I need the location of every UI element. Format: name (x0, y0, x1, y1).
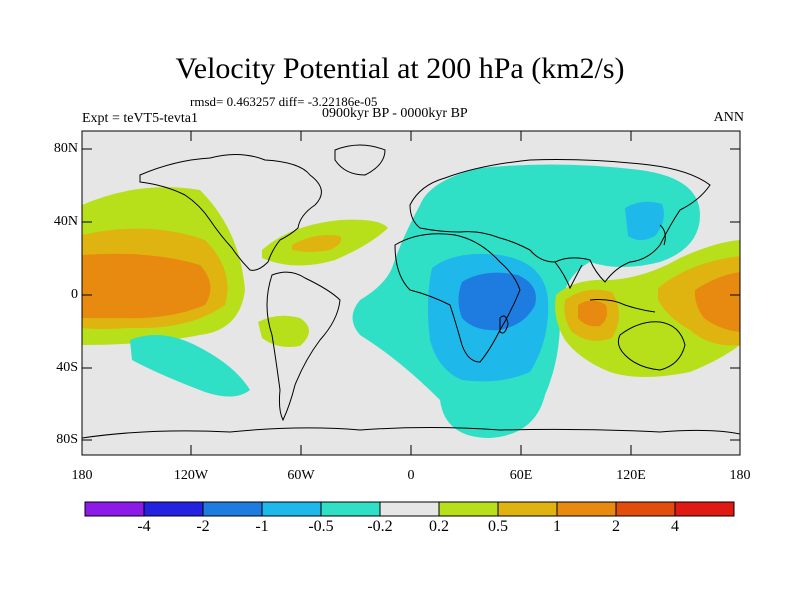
colorbar-swatch (379, 501, 440, 517)
colorbar (84, 501, 735, 517)
coastline-australia (617, 321, 686, 371)
coastline-africa (394, 233, 521, 363)
lon-label: 60E (509, 468, 533, 483)
colorbar-label: 2 (612, 518, 620, 535)
lon-label: 120E (616, 468, 646, 483)
lat-label: 40N (53, 214, 78, 229)
contour-neg-weak-spacific (130, 335, 250, 397)
colorbar-swatch (143, 501, 204, 517)
contour-fields (82, 144, 740, 439)
coastline-south-america (266, 271, 341, 422)
lon-label: 180 (71, 468, 93, 483)
coastline-india (554, 261, 583, 290)
coastlines (82, 144, 740, 439)
lon-label: 60W (287, 468, 315, 483)
colorbar-swatch (202, 501, 263, 517)
stats-line: rmsd= 0.463257 diff= -3.22186e-05 (190, 94, 378, 109)
period-label: 0900kyr BP - 0000kyr BP (322, 106, 468, 121)
colorbar-swatch (615, 501, 676, 517)
lat-label: 0 (71, 287, 78, 302)
colorbar-swatch (674, 501, 735, 517)
experiment-label: Expt = teVT5-tevta1 (82, 111, 198, 126)
lat-label: 80N (53, 141, 78, 156)
lon-label: 0 (407, 468, 415, 483)
lat-label: 80S (56, 432, 78, 447)
coastline-japan (659, 224, 666, 246)
colorbar-label: 4 (671, 518, 679, 535)
colorbar-swatch (261, 501, 322, 517)
colorbar-label: -4 (137, 518, 151, 535)
colorbar-label: -2 (196, 518, 210, 535)
coastline-greenland (334, 144, 386, 176)
lon-label: 180 (729, 468, 751, 483)
colorbar-swatch (320, 501, 381, 517)
colorbar-swatch (438, 501, 499, 517)
axis-ticks (82, 131, 740, 455)
colorbar-label: -1 (255, 518, 269, 535)
contour-neg-strong-africa (458, 272, 536, 331)
colorbar-swatch (556, 501, 617, 517)
season-label: ANN (713, 110, 744, 125)
contour-neg-mid-asia (625, 201, 664, 240)
colorbar-label: -0.2 (367, 518, 393, 535)
colorbar-swatch (497, 501, 558, 517)
colorbar-label: 0.2 (429, 518, 449, 535)
contour-pos-strong-indonesia (578, 300, 608, 327)
lat-label: 40S (56, 360, 78, 375)
colorbar-label: 0.5 (488, 518, 508, 535)
coastline-madagascar (499, 315, 509, 334)
colorbar-label: 1 (553, 518, 561, 535)
contour-pos-weak-samerica (258, 315, 309, 347)
coastline-indonesia (589, 299, 656, 313)
colorbar-label: -0.5 (308, 518, 334, 535)
coastline-antarctica (82, 427, 740, 439)
contour-pos-strong-pacific-east (82, 253, 211, 319)
coastline-north-america (139, 154, 322, 271)
map-title: Velocity Potential at 200 hPa (km2/s) (175, 52, 625, 85)
lon-label: 120W (173, 468, 209, 483)
contour-pos-strong-pacific-west (694, 272, 740, 332)
contour-pos-mid-atlantic (292, 235, 342, 252)
colorbar-swatch (84, 501, 145, 517)
coastline-eurasia (409, 159, 711, 283)
